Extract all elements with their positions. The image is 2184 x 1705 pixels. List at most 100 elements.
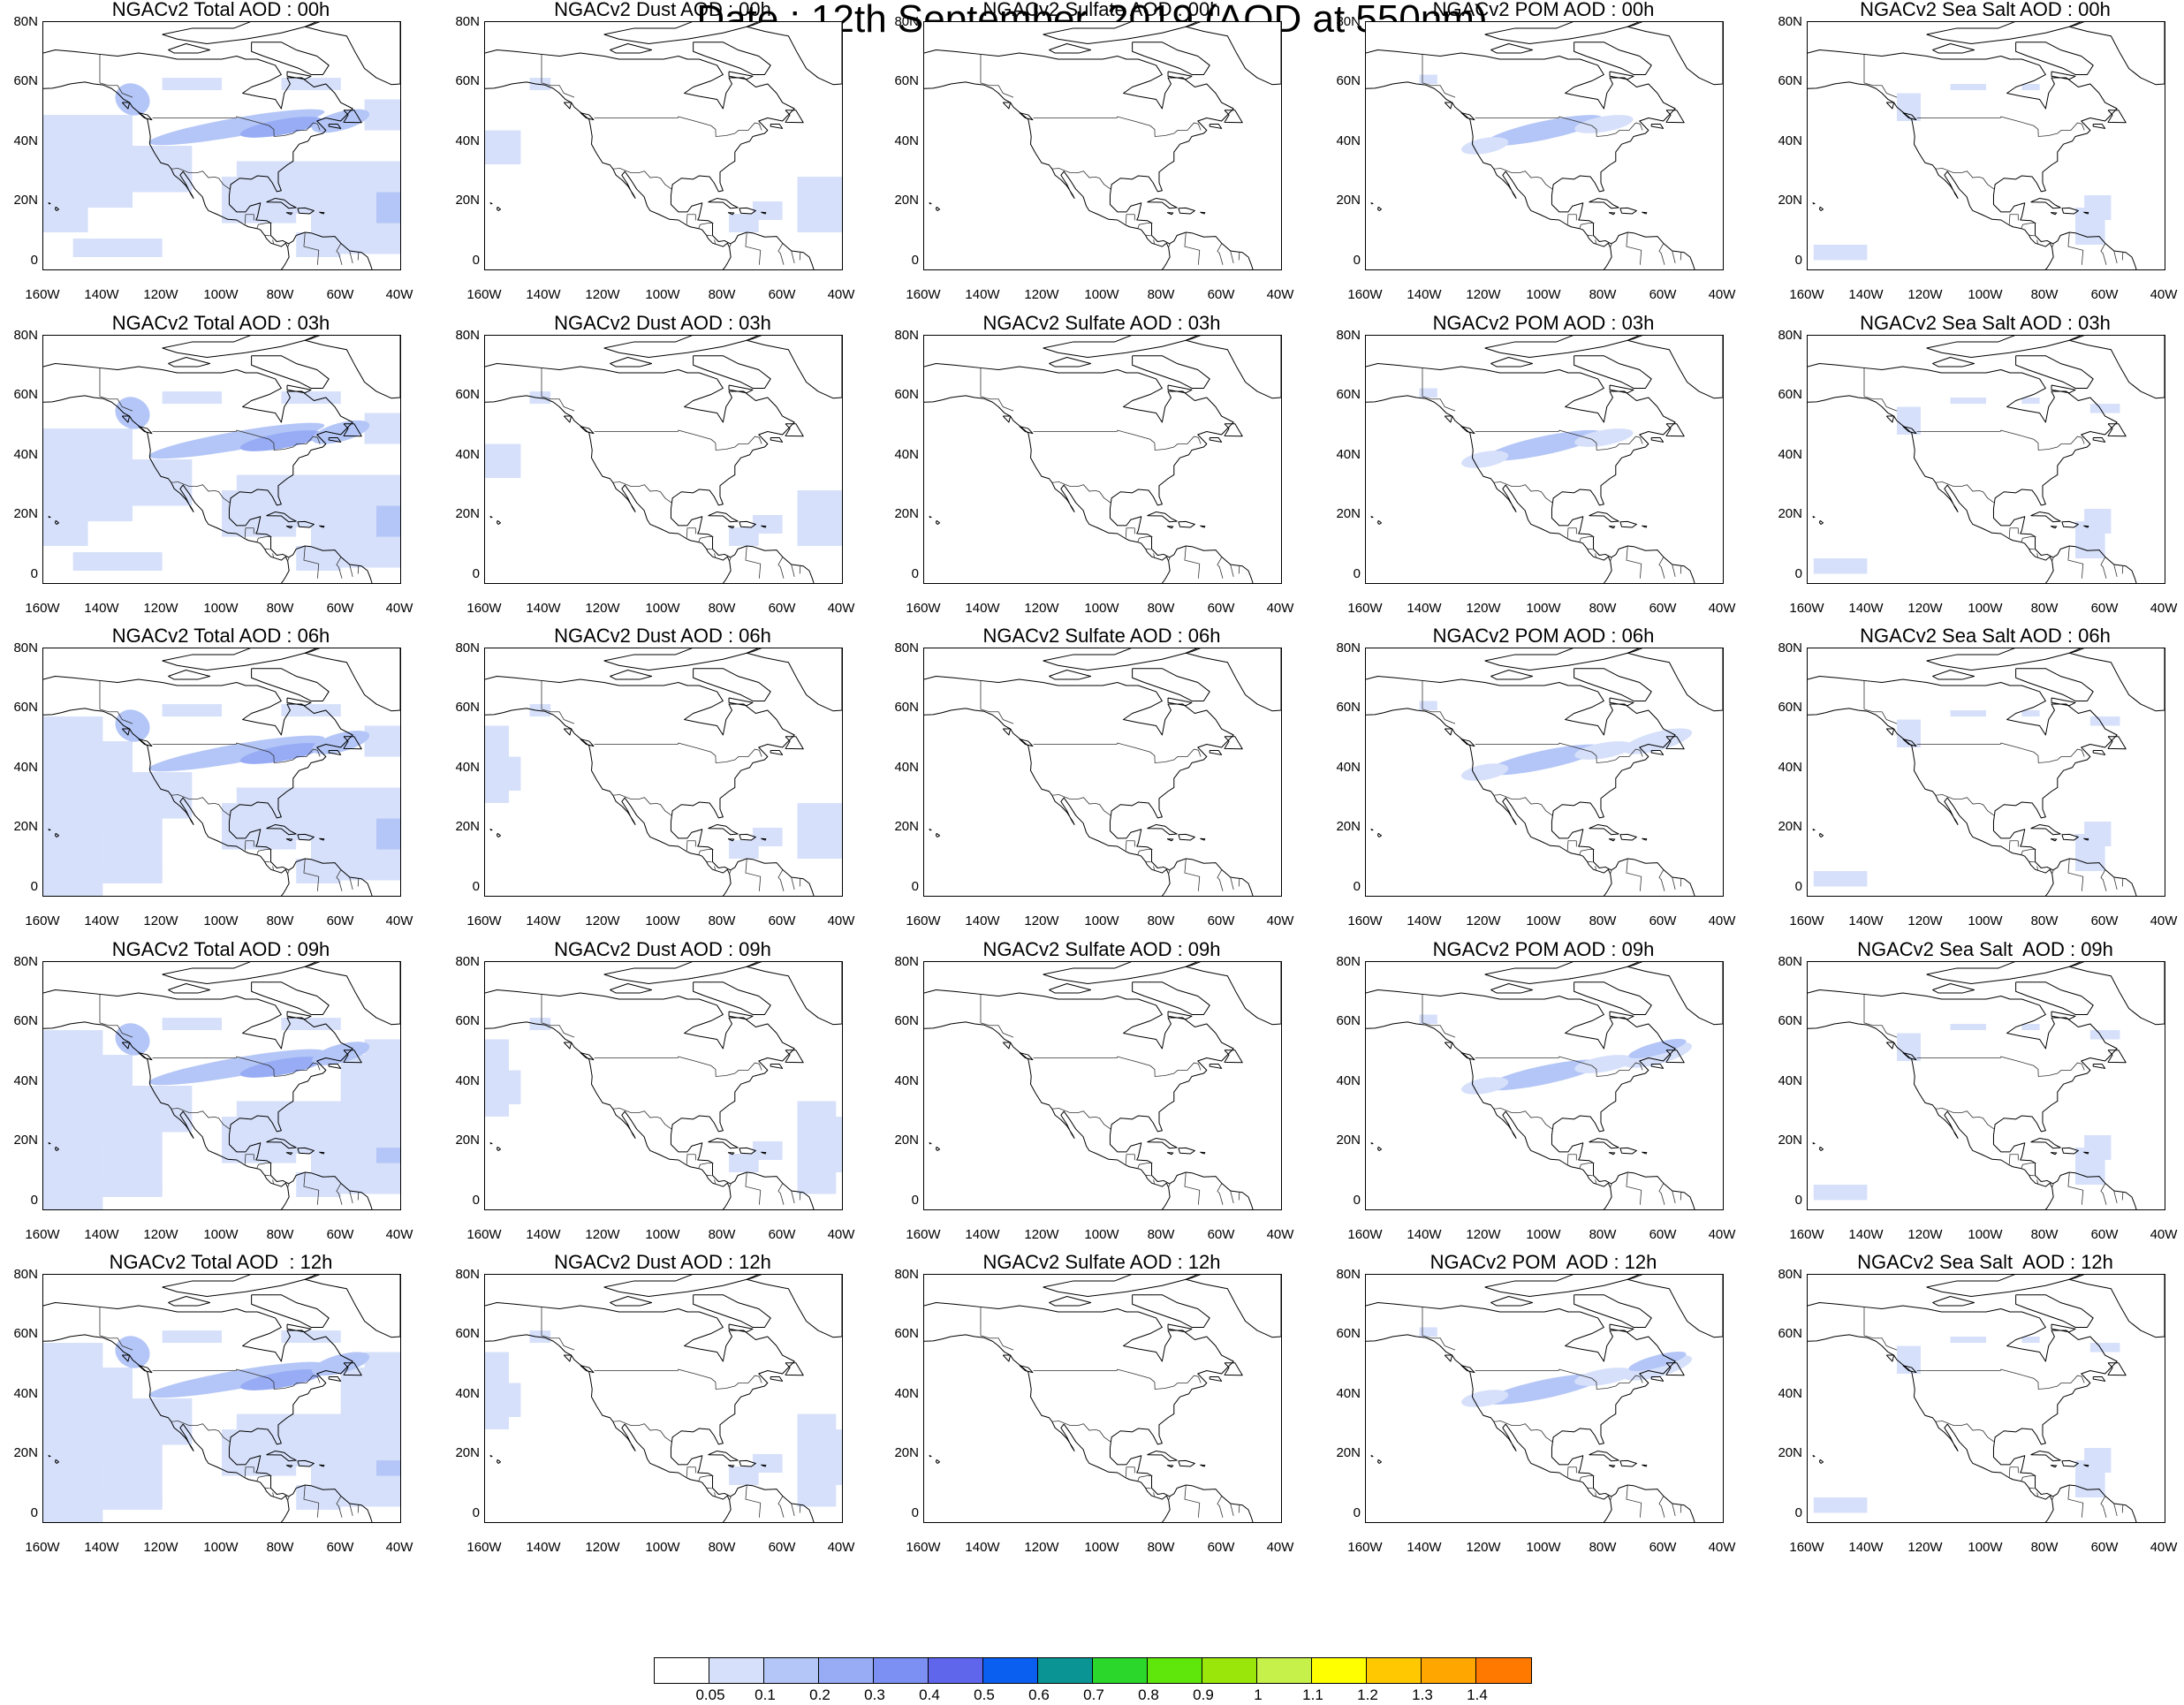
latitude-label: 60N: [13, 73, 38, 88]
map-panel: NGACv2 POM AOD : 03h 80N 60N 40N 20N 0 160W 140…: [1323, 232, 1760, 616]
latitude-label: 20N: [894, 193, 919, 208]
longitude-label: 80W: [1589, 1227, 1617, 1242]
latitude-label: 60N: [455, 1326, 480, 1341]
latitude-label: 20N: [894, 1445, 919, 1460]
latitude-label: 80N: [894, 328, 919, 343]
coastline: [43, 648, 400, 896]
map-svg: [924, 1275, 1281, 1522]
latitude-label: 20N: [13, 1445, 38, 1460]
latitude-label: 80N: [1336, 1267, 1361, 1282]
longitude-label: 40W: [385, 913, 413, 928]
longitude-label: 140W: [965, 1227, 1000, 1242]
aod-shading: [485, 1330, 842, 1507]
map-svg: [485, 336, 842, 583]
map-frame: [42, 21, 401, 270]
longitude-label: 80W: [2030, 601, 2059, 616]
longitude-label: 80W: [2030, 1227, 2059, 1242]
coastline: [1366, 648, 1723, 896]
map-panel: NGACv2 Sea Salt AOD : 03h 80N 60N 40N 20N 0 16…: [1764, 232, 2184, 616]
aod-shading: [485, 1018, 842, 1194]
latitude-label: 20N: [1336, 193, 1361, 208]
longitude-label: 120W: [1024, 601, 1059, 616]
map-svg: [1366, 336, 1723, 583]
country-borders: [1422, 54, 1682, 265]
aod-colorbar: [654, 1657, 1532, 1684]
longitude-label: 120W: [1907, 913, 1943, 928]
map-frame: [1365, 335, 1724, 584]
longitude-label: 120W: [1466, 601, 1501, 616]
map-frame: [42, 1274, 401, 1523]
latitude-label: 80N: [894, 640, 919, 655]
latitude-label: 0: [1794, 1193, 1802, 1208]
longitude-label: 40W: [2150, 1227, 2178, 1242]
longitude-label: 80W: [2030, 913, 2059, 928]
country-borders: [541, 680, 801, 891]
panel-title: NGACv2 Sulfate AOD : 09h: [982, 938, 1221, 960]
longitude-label: 160W: [906, 913, 941, 928]
longitude-label: 80W: [1147, 1540, 1175, 1555]
longitude-label: 140W: [1848, 913, 1884, 928]
colorbar-label: 0.7: [1083, 1686, 1104, 1703]
map-panel: NGACv2 Dust AOD : 00h 80N 60N 40N 20N 0 160W 14…: [442, 0, 879, 301]
aod-shading: [43, 78, 400, 257]
map-frame: [923, 1274, 1282, 1523]
longitude-label: 120W: [143, 1227, 178, 1242]
colorbar-label: 0.6: [1028, 1686, 1050, 1703]
longitude-label: 80W: [1589, 913, 1617, 928]
longitude-label: 140W: [84, 1540, 119, 1555]
coastline: [924, 648, 1281, 896]
longitude-label: 80W: [2030, 1540, 2059, 1555]
longitude-label: 160W: [25, 913, 60, 928]
longitude-label: 40W: [1266, 287, 1294, 302]
latitude-label: 80N: [13, 328, 38, 343]
latitude-label: 40N: [13, 760, 38, 775]
latitude-label: 0: [1353, 566, 1361, 581]
longitude-label: 60W: [326, 913, 354, 928]
map-svg: [1808, 1275, 2165, 1522]
latitude-label: 20N: [1778, 1133, 1802, 1148]
country-borders: [980, 680, 1240, 891]
map-svg: [43, 648, 400, 896]
country-borders: [1422, 994, 1682, 1205]
longitude-label: 100W: [1968, 913, 2003, 928]
longitude-label: 100W: [1968, 601, 2003, 616]
longitude-label: 80W: [1589, 1540, 1617, 1555]
longitude-label: 40W: [1708, 601, 1736, 616]
latitude-label: 80N: [1778, 14, 1802, 29]
longitude-label: 120W: [1466, 1540, 1501, 1555]
panel-title: NGACv2 Sea Salt AOD : 03h: [1860, 312, 2111, 334]
colorbar-label: 0.1: [755, 1686, 776, 1703]
longitude-label: 80W: [708, 913, 736, 928]
longitude-label: 80W: [708, 601, 736, 616]
map-svg: [1808, 648, 2165, 896]
longitude-label: 60W: [2090, 913, 2119, 928]
latitude-label: 20N: [1778, 506, 1802, 521]
map-svg: [1808, 962, 2165, 1209]
longitude-label: 100W: [203, 601, 239, 616]
coastline: [1366, 336, 1723, 583]
latitude-label: 0: [1353, 253, 1361, 268]
panel-title: NGACv2 Total AOD : 00h: [111, 0, 330, 20]
longitude-label: 100W: [645, 1227, 680, 1242]
latitude-label: 80N: [455, 640, 480, 655]
latitude-label: 40N: [1336, 1073, 1361, 1088]
latitude-label: 60N: [894, 387, 919, 402]
country-borders: [980, 994, 1240, 1205]
longitude-label: 40W: [2150, 287, 2178, 302]
latitude-label: 60N: [13, 700, 38, 715]
longitude-label: 120W: [143, 1540, 178, 1555]
map-panel: NGACv2 POM AOD : 00h 80N 60N 40N 20N 0 160W 140…: [1323, 0, 1760, 301]
longitude-label: 120W: [1024, 287, 1059, 302]
latitude-label: 60N: [1336, 387, 1361, 402]
longitude-label: 160W: [1347, 601, 1383, 616]
map-svg: [1366, 1275, 1723, 1522]
aod-shading: [1419, 701, 1693, 781]
latitude-label: 80N: [13, 1267, 38, 1282]
map-svg: [1808, 336, 2165, 583]
latitude-label: 40N: [894, 760, 919, 775]
latitude-label: 20N: [894, 506, 919, 521]
country-borders: [1863, 54, 2124, 265]
latitude-label: 20N: [455, 819, 480, 834]
latitude-label: 0: [911, 1193, 919, 1208]
